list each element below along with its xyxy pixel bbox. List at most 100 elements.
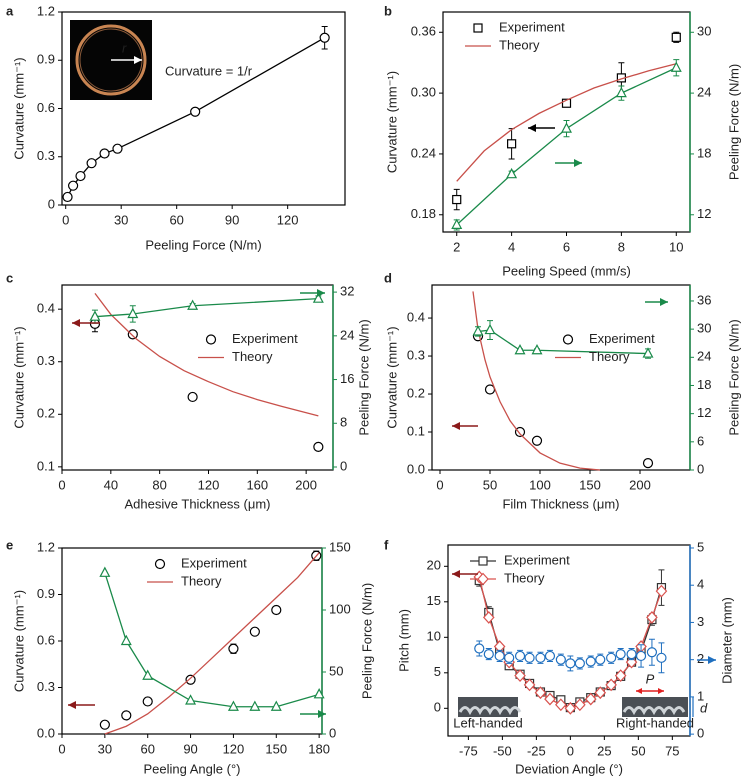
x-tick-label: 75	[665, 743, 679, 758]
x-tick-label: 200	[629, 477, 651, 492]
y2-axis-label: Diameter (mm)	[719, 597, 734, 684]
marker	[615, 648, 626, 660]
y2-tick-label: 1	[697, 688, 704, 703]
marker	[86, 158, 97, 169]
marker	[507, 139, 517, 149]
marker	[99, 148, 110, 159]
y-tick-label: 5	[434, 664, 441, 679]
y-tick-label: 1.2	[37, 539, 55, 554]
x-tick-label: -25	[527, 743, 546, 758]
marker	[89, 310, 101, 321]
y-tick-label: 1.2	[37, 3, 55, 18]
marker	[313, 441, 324, 452]
marker	[574, 698, 586, 712]
series-line	[94, 298, 319, 318]
y-tick-label: 15	[427, 593, 441, 608]
marker	[99, 719, 110, 730]
y2-tick-label: 18	[697, 377, 711, 392]
marker	[185, 694, 197, 705]
marker	[605, 678, 617, 692]
marker	[635, 650, 647, 662]
marker	[121, 710, 132, 721]
marker	[595, 654, 606, 665]
marker	[531, 435, 543, 446]
x-tick-label: 50	[483, 477, 497, 492]
panel-label: a	[6, 3, 14, 18]
marker	[564, 701, 577, 715]
y2-tick-label: 5	[697, 539, 704, 554]
marker	[112, 143, 123, 154]
marker	[483, 648, 494, 660]
arrow-head	[68, 701, 76, 709]
arrow-head	[72, 319, 80, 327]
legend-label: Experiment	[232, 331, 298, 346]
y2-tick-label: 12	[697, 206, 711, 221]
series-line	[104, 552, 320, 735]
marker	[494, 650, 505, 662]
x-tick-label: 0	[62, 212, 69, 227]
arrow-head	[452, 422, 460, 430]
y2-tick-label: 0	[329, 725, 336, 740]
marker	[614, 669, 627, 683]
y-tick-label: 0.24	[411, 145, 436, 160]
marker	[524, 652, 535, 663]
y-tick-label: 0.36	[411, 24, 436, 39]
marker	[120, 634, 132, 646]
arrow-head	[636, 688, 642, 694]
y2-tick-label: 18	[697, 145, 711, 160]
series-line	[478, 576, 663, 710]
y-axis-label: Curvature (mm⁻¹)	[384, 71, 399, 173]
marker	[585, 656, 596, 667]
y-tick-label: 0	[434, 700, 441, 715]
legend-label: Experiment	[504, 552, 570, 567]
y2-tick-label: 24	[697, 85, 711, 100]
marker	[62, 191, 73, 203]
y2-tick-label: 2	[697, 651, 704, 666]
marker	[474, 643, 485, 654]
marker	[615, 86, 627, 98]
x-axis-label: Peeling Speed (mm/s)	[502, 263, 631, 278]
series-line	[478, 580, 663, 709]
legend-marker	[205, 334, 217, 345]
panel-label: e	[6, 537, 13, 552]
y2-tick-label: 4	[697, 577, 704, 592]
arrow-head	[317, 289, 325, 297]
legend-marker	[562, 334, 574, 345]
x-axis-label: Peeling Angle (°)	[144, 761, 241, 776]
marker	[642, 458, 654, 469]
annotation: Left-handed	[453, 715, 522, 730]
y2-tick-label: 24	[697, 349, 711, 364]
arrow-head	[318, 710, 326, 718]
marker	[142, 696, 153, 707]
y-tick-label: 0.2	[37, 406, 55, 421]
marker	[99, 566, 111, 577]
x-tick-label: 90	[225, 212, 239, 227]
marker	[561, 98, 572, 108]
x-tick-label: 150	[579, 477, 601, 492]
x-tick-label: 90	[183, 741, 197, 756]
y2-tick-label: 0	[697, 726, 704, 741]
y-tick-label: 10	[427, 629, 441, 644]
marker	[472, 325, 484, 336]
legend-marker	[477, 572, 489, 586]
marker	[646, 611, 658, 624]
x-tick-label: 150	[265, 741, 287, 756]
plot-frame	[431, 284, 691, 471]
x-tick-label: 0	[436, 477, 443, 492]
y-tick-label: 0.3	[407, 347, 425, 362]
y-tick-label: 0.3	[37, 148, 55, 163]
y-tick-label: 0.18	[411, 206, 436, 221]
marker	[249, 626, 260, 637]
y2-tick-label: 24	[340, 327, 354, 342]
inset-helix	[622, 706, 686, 716]
x-tick-label: 2	[453, 239, 460, 254]
marker	[574, 658, 585, 669]
legend-marker	[473, 23, 483, 33]
marker	[67, 180, 79, 191]
y-tick-label: 0.9	[37, 586, 55, 601]
x-tick-label: 6	[563, 239, 570, 254]
y-tick-label: 0.6	[37, 100, 55, 115]
y2-tick-label: 36	[697, 292, 711, 307]
inset-photo	[622, 697, 688, 717]
legend-label: Theory	[181, 573, 222, 588]
